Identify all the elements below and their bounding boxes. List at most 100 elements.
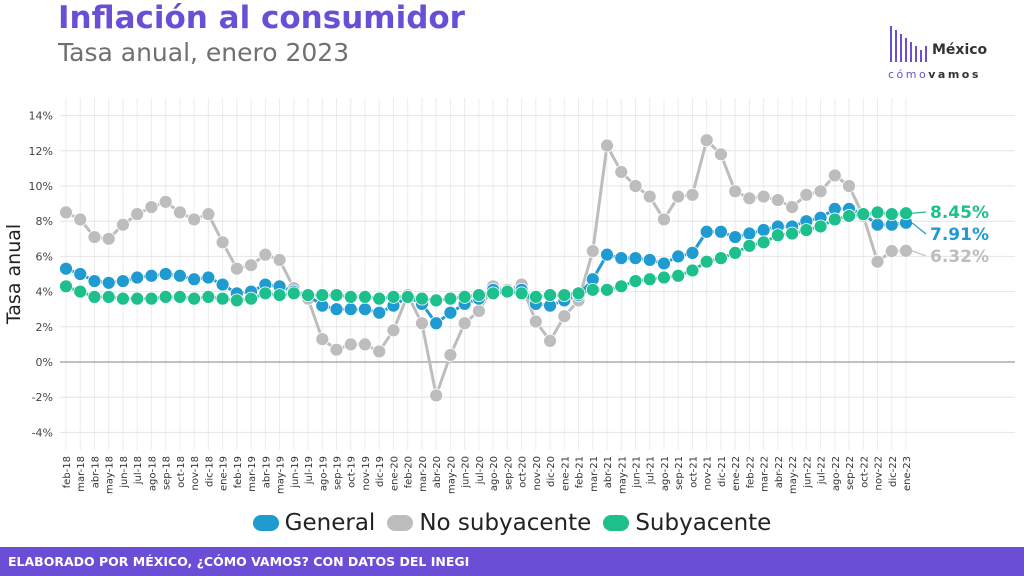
data-point-no-subyacente — [258, 247, 273, 262]
x-tick-label: jul-20 — [475, 456, 486, 485]
chart-legend: General No subyacente Subyacente — [0, 510, 1024, 536]
x-tick-label: nov-21 — [703, 456, 714, 490]
data-point-general — [870, 217, 885, 232]
data-point-subyacente — [286, 286, 301, 301]
x-tick-label: abr-22 — [774, 456, 785, 488]
data-point-general — [329, 302, 344, 317]
data-point-subyacente — [799, 223, 814, 237]
data-point-general — [642, 253, 657, 267]
data-point-subyacente — [358, 289, 372, 304]
x-tick-label: ene-23 — [902, 456, 913, 491]
y-tick-label: 8% — [36, 215, 53, 228]
x-tick-label: ago-18 — [147, 456, 158, 491]
data-point-no-subyacente — [272, 253, 287, 267]
data-point-general — [59, 261, 73, 276]
x-tick-label: feb-20 — [404, 456, 415, 488]
data-point-general — [614, 251, 629, 266]
x-tick-label: sep-21 — [674, 456, 685, 490]
data-point-no-subyacente — [116, 217, 130, 232]
x-tick-label: oct-19 — [347, 456, 358, 488]
data-point-subyacente — [557, 288, 572, 303]
data-point-subyacente — [770, 228, 785, 243]
x-tick-label: nov-20 — [532, 456, 543, 490]
data-point-general — [73, 267, 88, 281]
data-point-no-subyacente — [714, 147, 728, 162]
x-tick-label: sep-22 — [845, 456, 856, 490]
data-point-no-subyacente — [699, 133, 714, 148]
data-point-general — [443, 305, 458, 320]
data-point-no-subyacente — [600, 138, 614, 153]
end-label-leader-general — [911, 222, 927, 235]
data-point-subyacente — [728, 245, 743, 260]
legend-swatch-general — [252, 515, 279, 531]
data-point-general — [215, 277, 230, 292]
data-point-no-subyacente — [884, 244, 899, 259]
data-point-subyacente — [101, 289, 116, 304]
data-point-general — [699, 224, 714, 239]
data-point-subyacente — [201, 289, 216, 304]
data-point-subyacente — [301, 288, 315, 303]
data-point-no-subyacente — [899, 243, 913, 258]
data-point-subyacente — [429, 293, 444, 308]
data-point-no-subyacente — [187, 212, 202, 227]
data-point-no-subyacente — [358, 337, 372, 352]
data-point-subyacente — [116, 291, 130, 306]
data-point-subyacente — [614, 279, 629, 294]
x-tick-label: jun-18 — [119, 456, 130, 489]
data-point-no-subyacente — [657, 212, 671, 227]
data-point-no-subyacente — [315, 332, 330, 347]
data-point-subyacente — [543, 288, 557, 303]
end-label-no-subyacente: 6.32% — [930, 247, 989, 267]
x-tick-label: mar-21 — [589, 456, 600, 492]
data-point-general — [685, 245, 700, 260]
x-tick-label: ene-19 — [219, 456, 230, 491]
x-tick-label: ago-19 — [318, 456, 329, 491]
data-point-no-subyacente — [73, 212, 88, 227]
data-point-subyacente — [856, 207, 871, 222]
data-point-subyacente — [842, 209, 856, 223]
logo-word: México — [932, 42, 988, 58]
data-point-no-subyacente — [415, 316, 429, 331]
data-point-general — [429, 316, 444, 331]
x-tick-label: jun-20 — [461, 456, 472, 489]
data-point-general — [657, 256, 671, 271]
data-point-general — [600, 247, 614, 262]
x-tick-label: dic-20 — [546, 456, 557, 487]
data-point-subyacente — [59, 279, 73, 294]
x-tick-label: jun-22 — [802, 456, 813, 489]
data-point-subyacente — [528, 289, 543, 304]
data-point-subyacente — [187, 291, 202, 306]
data-point-subyacente — [315, 288, 330, 303]
x-tick-label: mar-18 — [76, 456, 87, 492]
end-label-leader-subyacente — [911, 211, 927, 214]
data-point-no-subyacente — [343, 337, 358, 352]
legend-label-subyacente: Subyacente — [635, 510, 772, 536]
data-point-no-subyacente — [372, 344, 387, 359]
y-tick-label: 2% — [36, 321, 53, 334]
x-tick-label: dic-22 — [888, 456, 899, 487]
x-tick-label: nov-18 — [190, 456, 201, 490]
x-tick-label: dic-18 — [204, 456, 215, 487]
source-footer: ELABORADO POR MÉXICO, ¿CÓMO VAMOS? CON D… — [0, 547, 1024, 576]
x-tick-label: feb-21 — [575, 456, 586, 488]
x-tick-label: jul-22 — [817, 456, 828, 485]
x-tick-label: abr-18 — [90, 456, 101, 488]
data-point-no-subyacente — [172, 205, 187, 220]
x-tick-label: abr-20 — [432, 456, 443, 488]
legend-swatch-no-subyacente — [387, 515, 414, 531]
data-point-no-subyacente — [785, 200, 800, 215]
data-point-subyacente — [785, 226, 800, 241]
x-tick-label: oct-22 — [859, 456, 870, 488]
legend-item-subyacente: Subyacente — [603, 510, 771, 536]
data-point-general — [628, 251, 643, 266]
x-tick-label: may-19 — [276, 456, 287, 494]
data-point-subyacente — [813, 219, 828, 234]
end-label-general: 7.91% — [930, 225, 989, 245]
x-tick-label: ago-21 — [660, 456, 671, 491]
data-point-no-subyacente — [457, 316, 472, 331]
data-point-subyacente — [884, 207, 899, 222]
x-tick-label: dic-21 — [717, 456, 728, 487]
data-point-general — [87, 274, 102, 288]
legend-item-no-subyacente: No subyacente — [387, 510, 591, 536]
data-point-no-subyacente — [130, 207, 145, 222]
